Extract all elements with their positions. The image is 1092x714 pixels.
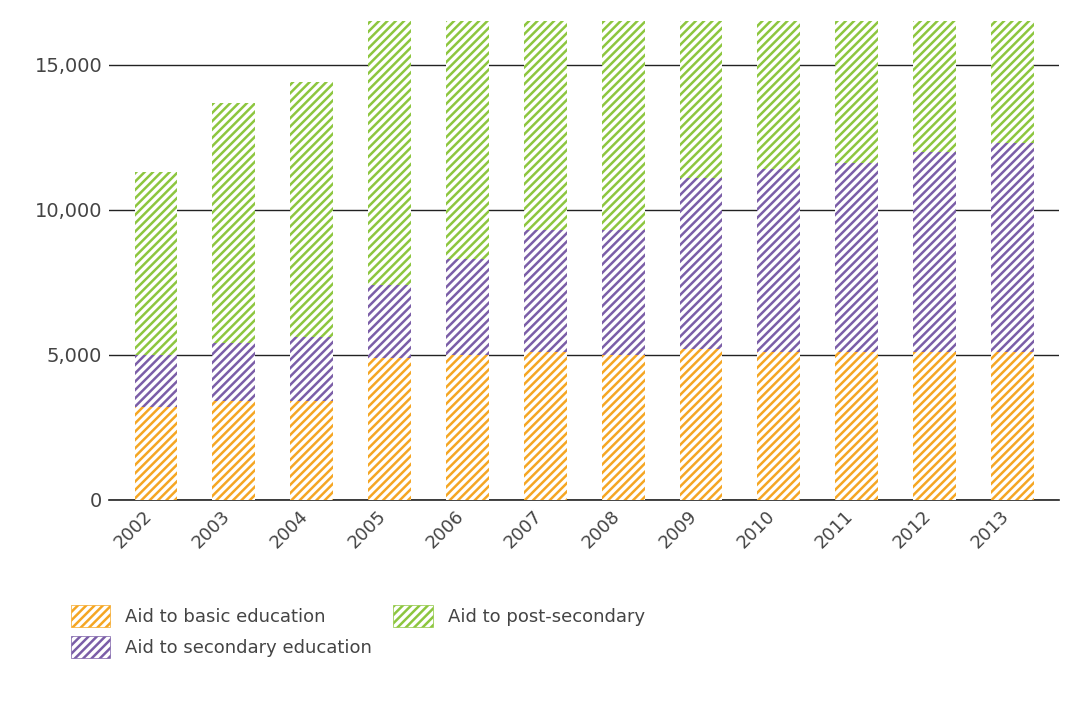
- Bar: [290, 401, 333, 500]
- Bar: [835, 164, 878, 352]
- Bar: [134, 407, 177, 500]
- Bar: [758, 0, 800, 169]
- Legend: Aid to basic education, Aid to secondary education, Aid to post-secondary: Aid to basic education, Aid to secondary…: [71, 605, 644, 658]
- Bar: [212, 103, 256, 343]
- Bar: [602, 230, 644, 355]
- Bar: [913, 352, 957, 500]
- Bar: [446, 259, 489, 355]
- Bar: [835, 0, 878, 164]
- Bar: [992, 0, 1034, 144]
- Bar: [446, 0, 489, 259]
- Bar: [368, 0, 411, 286]
- Bar: [992, 352, 1034, 500]
- Bar: [913, 152, 957, 352]
- Bar: [835, 352, 878, 500]
- Bar: [290, 338, 333, 401]
- Bar: [290, 82, 333, 338]
- Bar: [992, 144, 1034, 352]
- Bar: [134, 355, 177, 407]
- Bar: [758, 169, 800, 352]
- Bar: [602, 0, 644, 230]
- Bar: [524, 352, 567, 500]
- Bar: [368, 358, 411, 500]
- Bar: [679, 178, 723, 349]
- Bar: [758, 352, 800, 500]
- Bar: [212, 401, 256, 500]
- Bar: [524, 0, 567, 230]
- Bar: [913, 0, 957, 152]
- Bar: [679, 349, 723, 500]
- Bar: [368, 286, 411, 358]
- Bar: [446, 355, 489, 500]
- Bar: [524, 230, 567, 352]
- Bar: [679, 0, 723, 178]
- Bar: [602, 355, 644, 500]
- Bar: [134, 172, 177, 355]
- Bar: [212, 343, 256, 401]
